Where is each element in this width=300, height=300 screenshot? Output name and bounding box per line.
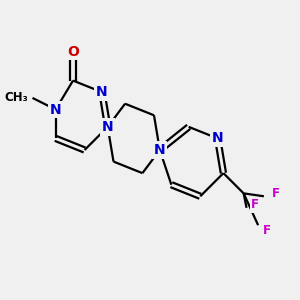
Text: N: N [212,131,224,146]
Text: N: N [96,85,108,99]
Text: CH₃: CH₃ [4,92,28,104]
Text: N: N [50,103,62,116]
Text: N: N [102,120,113,134]
Text: F: F [272,187,280,200]
Text: F: F [263,224,271,238]
Text: F: F [251,199,259,212]
Text: O: O [67,45,79,59]
Text: N: N [154,143,166,157]
